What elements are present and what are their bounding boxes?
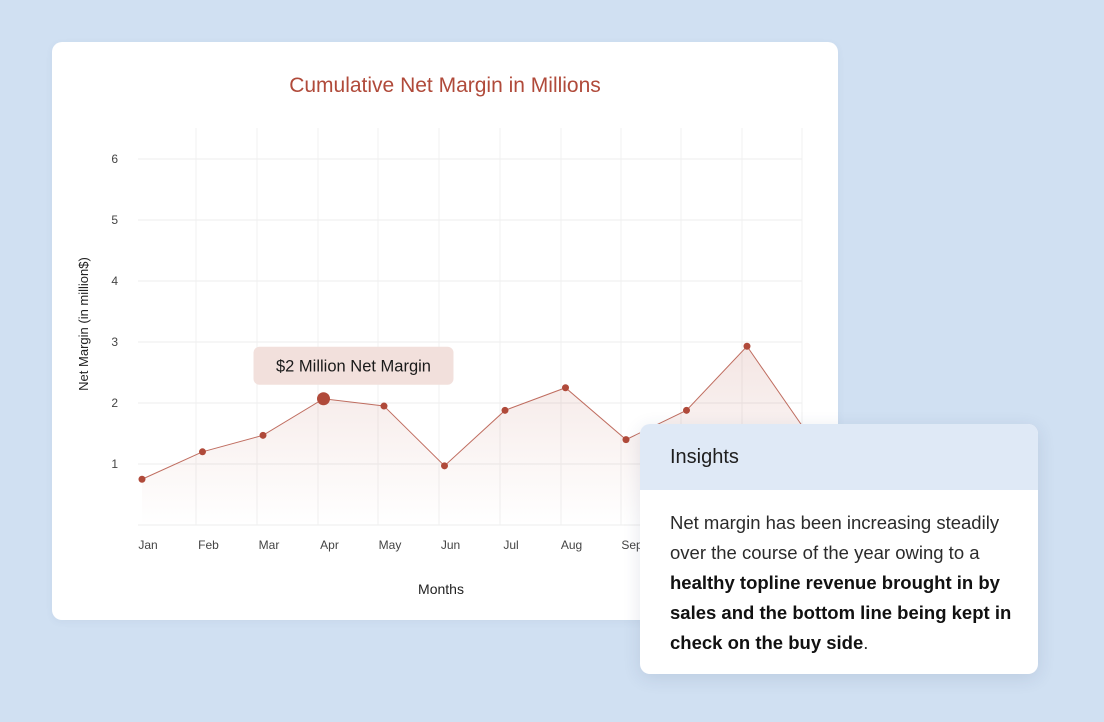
chart-title: Cumulative Net Margin in Millions bbox=[289, 74, 601, 97]
y-tick-label: 5 bbox=[111, 213, 118, 227]
data-point-jun bbox=[441, 462, 448, 470]
x-tick-label: May bbox=[379, 538, 402, 552]
insights-card: Insights Net margin has been increasing … bbox=[640, 424, 1038, 674]
insights-text-intro: Net margin has been increasing steadily … bbox=[670, 512, 1000, 563]
x-tick-label: Jan bbox=[138, 538, 157, 552]
x-axis-title: Months bbox=[418, 581, 464, 597]
x-tick-label: Jul bbox=[503, 538, 518, 552]
data-point-jan bbox=[138, 475, 146, 483]
insights-text-end: . bbox=[863, 632, 869, 653]
data-point-may bbox=[380, 402, 388, 410]
x-tick-label: Jun bbox=[441, 538, 460, 552]
annotation-box bbox=[253, 346, 454, 385]
y-tick-label: 4 bbox=[111, 274, 118, 288]
x-tick-label: Mar bbox=[259, 538, 280, 552]
annotation-text: $2 Million Net Margin bbox=[276, 358, 431, 376]
data-point-aug bbox=[562, 384, 569, 392]
data-point-sep bbox=[622, 436, 630, 444]
data-point-mar bbox=[259, 431, 267, 439]
insights-title: Insights bbox=[640, 424, 1038, 490]
y-axis-title: Net Margin (in million$) bbox=[76, 257, 91, 391]
chart-card: Cumulative Net Margin in Millions 1 2 3 4 5 6… bbox=[52, 42, 838, 620]
x-tick-label: Feb bbox=[198, 538, 219, 552]
data-point-jul bbox=[501, 406, 509, 414]
x-tick-label: Aug bbox=[561, 538, 582, 552]
data-point-nov bbox=[743, 342, 751, 350]
y-tick-label: 2 bbox=[111, 396, 118, 410]
insights-text: Net margin has been increasing steadily … bbox=[640, 490, 1038, 658]
x-tick-label: Apr bbox=[320, 538, 339, 552]
data-point-feb bbox=[199, 448, 206, 456]
series-line bbox=[141, 345, 808, 480]
y-tick-label: 1 bbox=[111, 457, 118, 471]
annotation-callout: $2 Million Net Margin bbox=[253, 346, 454, 385]
y-tick-label: 3 bbox=[111, 335, 118, 349]
data-point-oct bbox=[683, 406, 690, 414]
y-tick-label: 6 bbox=[111, 152, 118, 166]
x-tick-label: Sep bbox=[621, 538, 643, 552]
insights-text-bold: healthy topline revenue brought in by sa… bbox=[670, 572, 1012, 653]
data-point-apr bbox=[317, 392, 330, 406]
